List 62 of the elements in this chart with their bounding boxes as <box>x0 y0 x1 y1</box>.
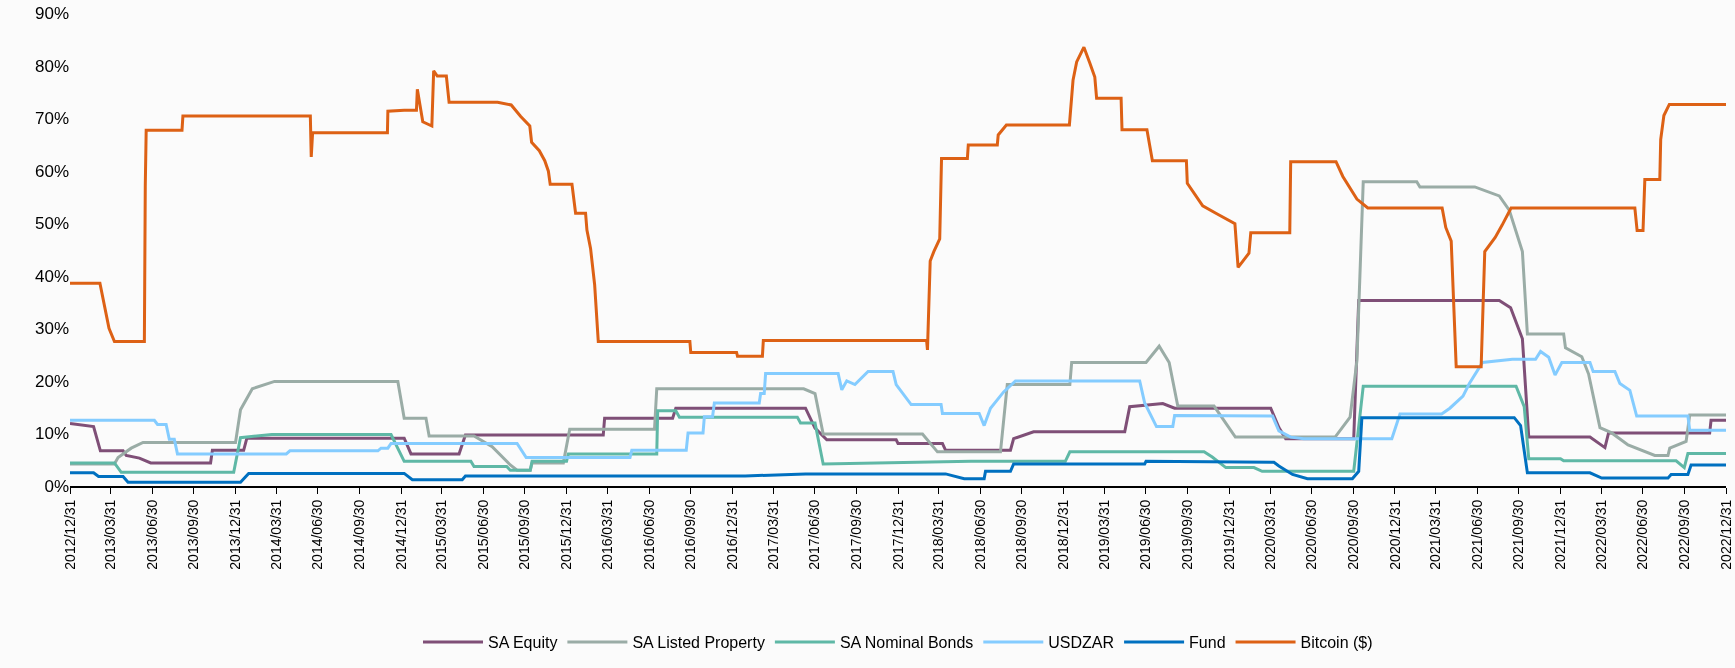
x-tick-label: 2016/09/30 <box>682 499 699 570</box>
x-tick-label: 2015/03/31 <box>433 499 450 570</box>
line-series <box>70 349 1726 460</box>
x-tick-label: 2019/06/30 <box>1137 499 1154 570</box>
line-series <box>70 384 1726 474</box>
x-tick-label: 2020/03/31 <box>1261 499 1278 570</box>
y-tick-label: 10% <box>34 424 69 444</box>
y-tick-label: 20% <box>34 371 69 391</box>
line-series <box>70 180 1726 472</box>
x-tick-label: 2016/03/31 <box>599 499 616 570</box>
legend-label: USDZAR <box>1048 634 1115 652</box>
y-tick-label: 80% <box>34 56 69 76</box>
x-tick-label: 2015/06/30 <box>474 499 491 570</box>
x-tick-label: 2017/06/30 <box>806 499 823 570</box>
y-tick-label: 40% <box>34 266 69 286</box>
x-tick-label: 2017/12/31 <box>889 499 906 570</box>
legend-label: SA Nominal Bonds <box>839 634 974 652</box>
x-tick-label: 2013/03/31 <box>102 499 119 570</box>
x-tick-label: 2013/09/30 <box>185 499 202 570</box>
x-tick-label: 2014/09/30 <box>350 499 367 570</box>
x-tick-label: 2021/09/30 <box>1510 499 1527 570</box>
x-tick-label: 2018/12/31 <box>1055 499 1072 570</box>
x-tick-label: 2013/06/30 <box>143 499 160 570</box>
x-tick-label: 2022/09/30 <box>1675 499 1692 570</box>
x-tick-label: 2015/12/31 <box>558 499 575 570</box>
x-tick-label: 2016/06/30 <box>640 499 657 570</box>
x-tick-label: 2021/06/30 <box>1468 499 1485 570</box>
x-tick-label: 2019/09/30 <box>1178 499 1195 570</box>
line-series <box>70 45 1726 369</box>
legend-label: Bitcoin ($) <box>1300 634 1373 652</box>
x-tick-label: 2014/12/31 <box>392 499 409 570</box>
x-tick-label: 2022/06/30 <box>1634 499 1651 570</box>
x-tick-label: 2014/03/31 <box>267 499 284 570</box>
x-tick-label: 2021/03/31 <box>1427 499 1444 570</box>
y-tick-label: 50% <box>34 214 69 234</box>
x-tick-label: 2015/09/30 <box>516 499 533 570</box>
y-tick-label: 70% <box>34 109 69 129</box>
x-tick-label: 2020/12/31 <box>1386 499 1403 570</box>
legend-label: SA Equity <box>488 634 558 652</box>
x-tick-label: 2019/03/31 <box>1095 499 1112 570</box>
x-tick-label: 2021/12/31 <box>1552 499 1569 570</box>
x-tick-label: 2018/09/30 <box>1013 499 1030 570</box>
x-tick-label: 2014/06/30 <box>309 499 326 570</box>
x-tick-label: 2013/12/31 <box>227 499 244 570</box>
x-tick-label: 2019/12/31 <box>1220 499 1237 570</box>
x-tick-label: 2020/09/30 <box>1344 499 1361 570</box>
x-tick-label: 2017/03/31 <box>764 499 781 570</box>
y-tick-label: 30% <box>34 319 69 339</box>
y-tick-label: 60% <box>34 161 69 181</box>
legend-label: Fund <box>1189 634 1226 652</box>
x-tick-label: 2018/03/31 <box>930 499 947 570</box>
legend-label: SA Listed Property <box>632 634 765 652</box>
x-tick-label: 2022/12/31 <box>1717 499 1734 570</box>
y-tick-label: 0% <box>44 476 69 496</box>
line-series <box>70 416 1726 484</box>
x-tick-label: 2016/12/31 <box>724 499 741 570</box>
x-tick-label: 2022/03/31 <box>1592 499 1609 570</box>
y-tick-label: 90% <box>34 3 69 23</box>
x-tick-label: 2020/06/30 <box>1303 499 1320 570</box>
x-tick-label: 2012/12/31 <box>61 499 78 570</box>
x-tick-label: 2017/09/30 <box>847 499 864 570</box>
x-tick-label: 2018/06/30 <box>971 499 988 570</box>
